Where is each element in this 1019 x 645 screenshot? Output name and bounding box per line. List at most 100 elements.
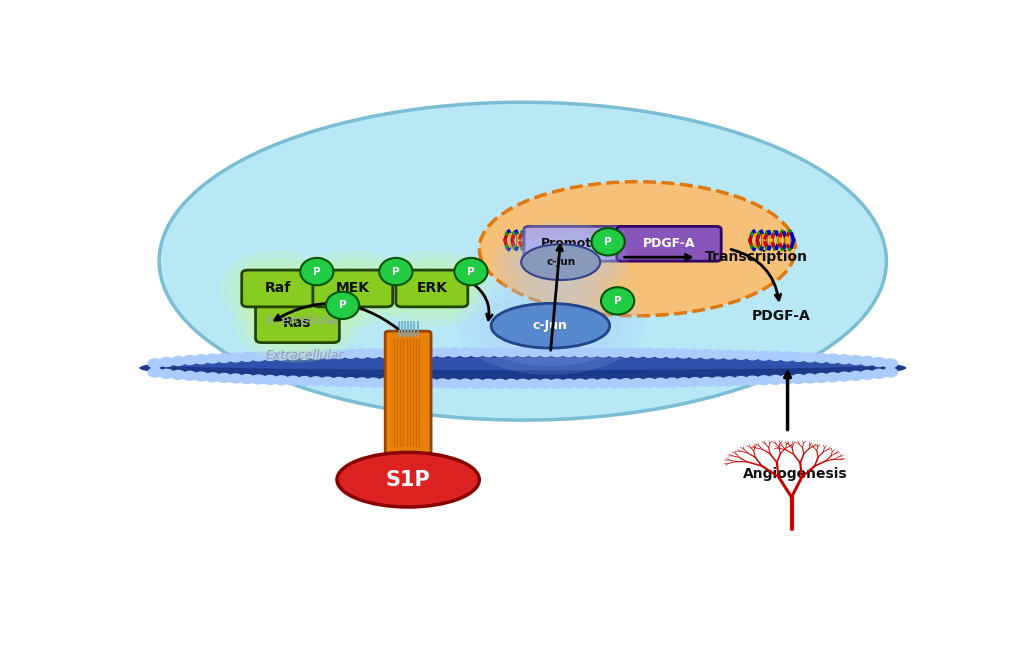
FancyBboxPatch shape xyxy=(242,270,314,307)
Circle shape xyxy=(780,352,793,361)
Circle shape xyxy=(607,348,622,357)
Circle shape xyxy=(516,348,529,357)
Circle shape xyxy=(549,348,564,357)
Circle shape xyxy=(355,378,369,387)
Circle shape xyxy=(756,376,770,385)
Circle shape xyxy=(710,350,725,359)
Ellipse shape xyxy=(467,286,633,366)
Circle shape xyxy=(538,379,552,388)
Ellipse shape xyxy=(455,277,645,375)
Circle shape xyxy=(205,354,219,363)
Circle shape xyxy=(573,348,587,357)
Circle shape xyxy=(377,349,391,357)
Ellipse shape xyxy=(140,360,905,376)
Circle shape xyxy=(320,377,334,386)
Circle shape xyxy=(848,372,862,381)
Ellipse shape xyxy=(336,452,479,507)
Circle shape xyxy=(148,368,162,377)
Circle shape xyxy=(492,379,506,388)
Text: Extracellular: Extracellular xyxy=(266,349,344,362)
Circle shape xyxy=(756,351,770,360)
Ellipse shape xyxy=(392,266,471,311)
Text: c-Jun: c-Jun xyxy=(545,257,575,267)
Ellipse shape xyxy=(479,294,621,357)
Circle shape xyxy=(239,375,254,384)
Circle shape xyxy=(274,376,288,385)
Ellipse shape xyxy=(159,102,886,420)
Circle shape xyxy=(252,352,265,361)
Circle shape xyxy=(733,350,747,359)
Text: Transcription: Transcription xyxy=(704,250,807,264)
Circle shape xyxy=(309,377,323,386)
Circle shape xyxy=(423,348,437,357)
Circle shape xyxy=(619,379,633,388)
Circle shape xyxy=(228,374,243,383)
Text: PDGF-A: PDGF-A xyxy=(751,309,810,322)
Text: c-Jun: c-Jun xyxy=(533,319,568,332)
Circle shape xyxy=(653,349,667,357)
Circle shape xyxy=(699,350,713,359)
Ellipse shape xyxy=(501,230,619,295)
Circle shape xyxy=(848,355,862,364)
Circle shape xyxy=(516,379,529,388)
Circle shape xyxy=(228,353,243,362)
Circle shape xyxy=(469,379,483,388)
Circle shape xyxy=(148,359,162,368)
Circle shape xyxy=(687,350,701,358)
Circle shape xyxy=(802,353,816,362)
Circle shape xyxy=(527,379,541,388)
Circle shape xyxy=(882,368,897,377)
Ellipse shape xyxy=(140,356,905,380)
Circle shape xyxy=(561,379,576,388)
Ellipse shape xyxy=(591,228,624,255)
Circle shape xyxy=(745,376,759,385)
Circle shape xyxy=(699,377,713,386)
Circle shape xyxy=(676,349,690,358)
Circle shape xyxy=(837,372,851,381)
Circle shape xyxy=(458,379,472,388)
Circle shape xyxy=(630,379,644,388)
Ellipse shape xyxy=(383,258,480,319)
Circle shape xyxy=(825,354,840,363)
Circle shape xyxy=(721,377,736,386)
Circle shape xyxy=(607,379,622,388)
Circle shape xyxy=(355,349,369,358)
Circle shape xyxy=(159,370,173,379)
Ellipse shape xyxy=(512,237,609,288)
Text: ERK: ERK xyxy=(416,281,447,295)
Circle shape xyxy=(584,348,598,357)
Circle shape xyxy=(343,350,358,358)
Circle shape xyxy=(159,357,173,366)
Circle shape xyxy=(561,348,576,357)
Circle shape xyxy=(469,348,483,357)
Circle shape xyxy=(492,348,506,357)
Circle shape xyxy=(745,351,759,360)
Circle shape xyxy=(664,349,679,358)
Circle shape xyxy=(389,379,404,388)
Circle shape xyxy=(182,355,197,364)
Circle shape xyxy=(320,350,334,359)
Circle shape xyxy=(298,350,312,359)
Text: P: P xyxy=(391,266,399,277)
Text: P: P xyxy=(613,296,621,306)
Circle shape xyxy=(194,355,208,364)
Ellipse shape xyxy=(300,258,333,285)
Circle shape xyxy=(859,370,873,379)
Circle shape xyxy=(298,377,312,386)
Circle shape xyxy=(791,352,805,361)
Circle shape xyxy=(274,351,288,360)
Ellipse shape xyxy=(326,292,359,319)
Circle shape xyxy=(331,350,345,359)
Ellipse shape xyxy=(453,258,487,285)
Circle shape xyxy=(687,378,701,386)
Circle shape xyxy=(710,377,725,386)
Circle shape xyxy=(641,379,655,388)
Ellipse shape xyxy=(252,300,342,346)
FancyBboxPatch shape xyxy=(256,304,339,342)
Ellipse shape xyxy=(290,250,415,327)
Text: P: P xyxy=(467,266,474,277)
Circle shape xyxy=(239,352,254,361)
Circle shape xyxy=(194,372,208,381)
Circle shape xyxy=(859,357,873,366)
Circle shape xyxy=(412,379,426,388)
